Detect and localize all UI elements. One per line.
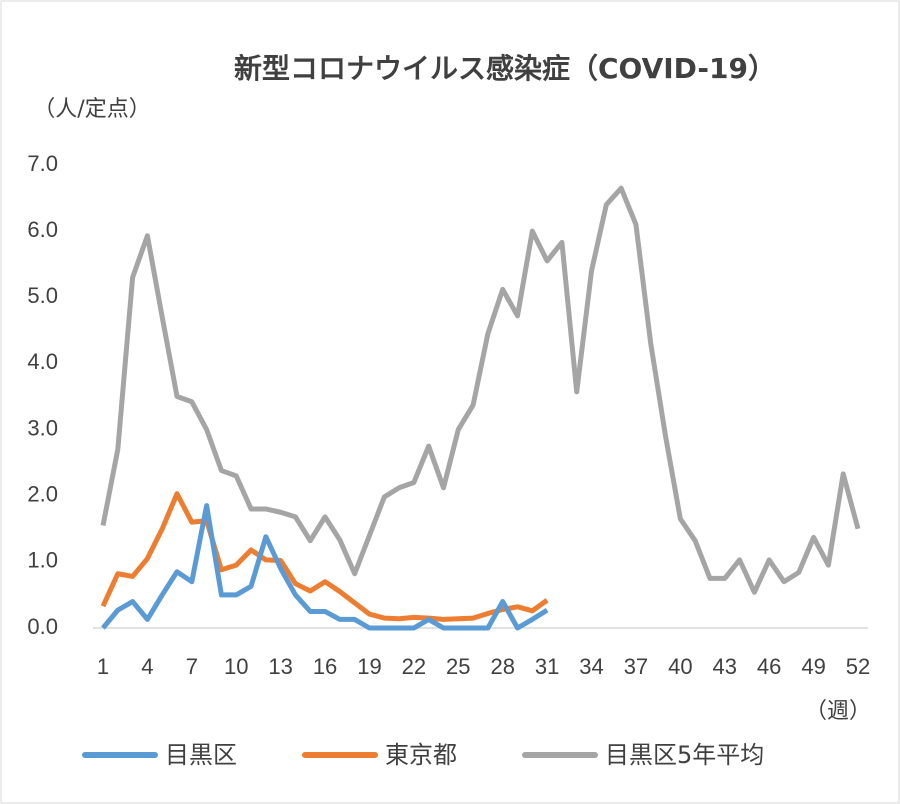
x-tick-label: 16	[313, 654, 337, 679]
y-tick-label: 5.0	[27, 283, 58, 308]
x-tick-label: 46	[757, 654, 781, 679]
x-axis-label: （週）	[805, 699, 871, 724]
y-tick-label: 7.0	[27, 151, 58, 176]
x-tick-label: 52	[846, 654, 870, 679]
x-tick-label: 22	[402, 654, 426, 679]
y-tick-label: 3.0	[27, 415, 58, 440]
x-tick-label: 25	[446, 654, 470, 679]
x-tick-label: 43	[713, 654, 737, 679]
y-tick-label: 0.0	[27, 614, 58, 639]
series-line	[100, 185, 861, 595]
x-tick-label: 34	[579, 654, 603, 679]
legend-label: 目黒区5年平均	[605, 741, 764, 769]
x-tick-label: 7	[186, 654, 198, 679]
x-tick-label: 13	[268, 654, 292, 679]
legend-label: 東京都	[385, 741, 457, 769]
y-tick-label: 6.0	[27, 217, 58, 242]
x-tick-label: 40	[668, 654, 692, 679]
y-axis-label: （人/定点）	[33, 97, 150, 122]
series-line	[100, 491, 549, 622]
x-tick-label: 10	[224, 654, 248, 679]
y-tick-label: 4.0	[27, 349, 58, 374]
x-tick-label: 28	[490, 654, 514, 679]
y-tick-label: 2.0	[27, 482, 58, 507]
x-tick-label: 49	[801, 654, 825, 679]
x-tick-label: 31	[535, 654, 559, 679]
series-line	[101, 503, 549, 631]
x-tick-label: 1	[97, 654, 109, 679]
chart-title: 新型コロナウイルス感染症（COVID-19）	[234, 52, 776, 85]
y-tick-label: 1.0	[27, 548, 58, 573]
x-tick-label: 19	[357, 654, 381, 679]
x-tick-label: 4	[141, 654, 153, 679]
legend-label: 目黒区	[165, 741, 237, 769]
x-tick-label: 37	[624, 654, 648, 679]
